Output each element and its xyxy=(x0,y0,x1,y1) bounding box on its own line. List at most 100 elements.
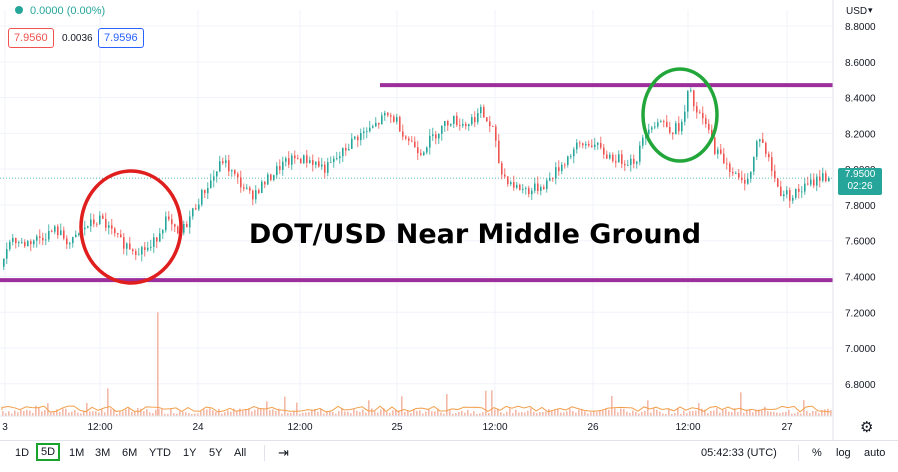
candle-body xyxy=(225,160,227,163)
settings-gear-icon[interactable]: ⚙ xyxy=(860,419,874,436)
candle-body xyxy=(42,237,44,241)
current-price-value: 7.9500 xyxy=(844,169,876,180)
timeframe-1m[interactable]: 1M xyxy=(69,447,85,459)
timeframe-3m[interactable]: 3M xyxy=(95,447,111,459)
timeframe-5y[interactable]: 5Y xyxy=(209,447,223,459)
volume-bar xyxy=(473,411,475,416)
volume-bar xyxy=(557,409,559,416)
candle-body xyxy=(588,143,590,146)
volume-bar xyxy=(17,412,19,416)
volume-bar xyxy=(386,411,388,416)
candle-body xyxy=(621,154,623,164)
price-axis[interactable]: 6.80007.00007.20007.40007.60007.80008.00… xyxy=(832,0,876,440)
ask-price[interactable]: 7.9596 xyxy=(98,28,144,48)
candle-body xyxy=(114,228,116,234)
candle-body xyxy=(828,177,830,182)
volume-bar xyxy=(578,409,580,416)
candle-body xyxy=(303,155,305,164)
volume-bar xyxy=(23,411,25,416)
candle-body xyxy=(150,246,152,248)
chevron-down-icon[interactable]: ▾ xyxy=(868,5,873,15)
volume-bar xyxy=(305,412,307,416)
volume-bar xyxy=(545,411,547,416)
volume-bar xyxy=(293,410,295,416)
candle-body xyxy=(273,175,275,181)
candle-body xyxy=(609,154,611,159)
candle-body xyxy=(147,247,149,251)
timeframe-1y[interactable]: 1Y xyxy=(183,447,197,459)
volume-bar xyxy=(419,410,421,416)
volume-bar xyxy=(413,409,415,416)
candle-body xyxy=(810,179,812,185)
volume-bar xyxy=(446,394,448,416)
x-tick-label: 12:00 xyxy=(287,422,312,433)
bid-price[interactable]: 7.9560 xyxy=(8,28,54,48)
volume-bar xyxy=(320,408,322,416)
volume-bar xyxy=(470,413,472,416)
volume-bar xyxy=(599,411,601,416)
volume-bar xyxy=(104,412,106,416)
change-text: 0.0000 (0.00%) xyxy=(30,5,106,17)
candle-body xyxy=(384,112,386,116)
candle-body xyxy=(537,183,539,191)
candle-body xyxy=(198,204,200,210)
y-tick-label: 8.4000 xyxy=(845,94,876,105)
candle-body xyxy=(222,161,224,163)
volume-bar xyxy=(233,408,235,416)
volume-bar xyxy=(224,412,226,416)
candle-body xyxy=(213,176,215,181)
volume-bar xyxy=(491,390,493,416)
candle-body xyxy=(459,125,461,126)
volume-bar xyxy=(515,409,517,416)
volume-bar xyxy=(551,410,553,416)
candle-body xyxy=(153,237,155,247)
candle-body xyxy=(399,116,401,132)
volume-bar xyxy=(611,395,613,416)
volume-bar xyxy=(485,390,487,416)
volume-bar xyxy=(512,413,514,416)
candle-body xyxy=(162,230,164,234)
candle-body xyxy=(408,138,410,141)
volume-bar xyxy=(74,410,76,416)
candle-body xyxy=(144,247,146,251)
candle-body xyxy=(78,233,80,235)
volume-bar xyxy=(122,411,124,416)
volume-bar xyxy=(443,413,445,416)
candle-body xyxy=(321,164,323,167)
volume-bar xyxy=(137,408,139,416)
auto-scale-toggle[interactable]: auto xyxy=(864,447,886,459)
time-axis[interactable]: 3 12:00 24 12:00 25 12:00 26 12:00 27 xyxy=(0,415,833,433)
timeframe-5d[interactable]: 5D xyxy=(36,443,61,461)
volume-bar xyxy=(758,409,760,416)
volume-bar xyxy=(53,412,55,416)
log-scale-toggle[interactable]: log xyxy=(836,447,851,459)
timeframe-1d[interactable]: 1D xyxy=(15,447,30,459)
timeframe-ytd[interactable]: YTD xyxy=(149,447,171,459)
percent-scale-toggle[interactable]: % xyxy=(812,447,822,459)
candle-body xyxy=(420,153,422,155)
candle-body xyxy=(549,178,551,181)
timeframe-all[interactable]: All xyxy=(234,447,247,459)
timeframe-6m[interactable]: 6M xyxy=(122,447,138,459)
utc-clock[interactable]: 05:42:33 (UTC) xyxy=(701,447,777,459)
candle-body xyxy=(204,189,206,194)
candle-body xyxy=(801,191,803,193)
candle-body xyxy=(555,167,557,179)
volume-bar xyxy=(275,410,277,416)
volume-bar xyxy=(626,411,628,416)
volume-bar xyxy=(563,412,565,416)
volume-average-line xyxy=(1,405,831,413)
volume-bar xyxy=(365,412,367,416)
go-to-date-icon[interactable]: ⇥ xyxy=(278,445,289,460)
x-tick-label: 25 xyxy=(391,422,403,433)
candle-body xyxy=(660,121,662,123)
candle-body xyxy=(177,226,179,234)
currency-label[interactable]: USD xyxy=(846,6,868,17)
candle-body xyxy=(363,131,365,133)
candle-body xyxy=(519,184,521,190)
volume-bar xyxy=(794,413,796,416)
candle-body xyxy=(120,234,122,238)
volume-bar xyxy=(248,408,250,416)
